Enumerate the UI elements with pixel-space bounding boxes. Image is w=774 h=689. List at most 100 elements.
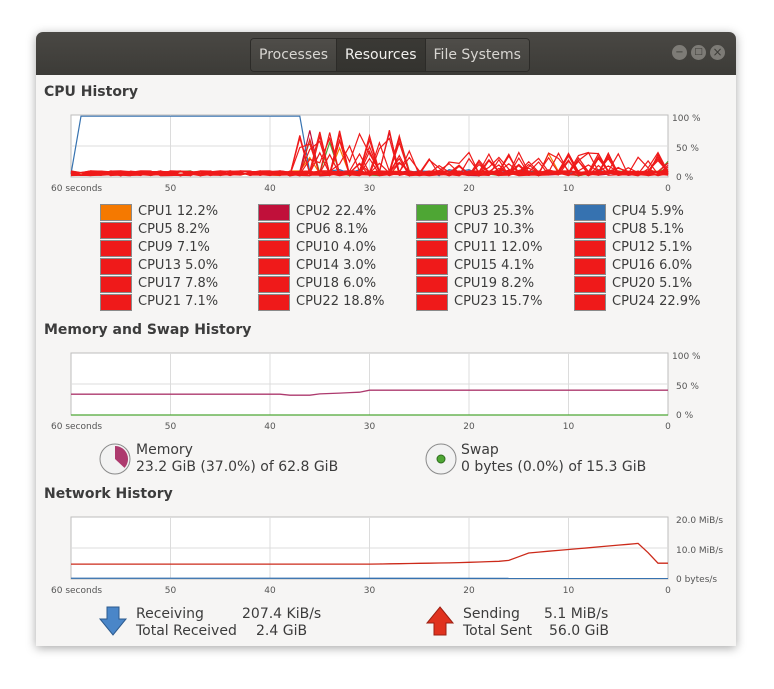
cpu-legend-label: CPU7 10.3% [454,222,535,237]
cpu-x-tick-10: 10 [563,184,575,194]
cpu-legend-label: CPU23 15.7% [454,294,543,309]
cpu-legend-label: CPU15 4.1% [454,258,535,273]
cpu-legend-label: CPU3 25.3% [454,204,535,219]
cpu-color-swatch[interactable] [100,258,132,275]
cpu-history-title: CPU History [44,84,138,100]
cpu-legend-label: CPU14 3.0% [296,258,377,273]
memory-y-tick-50: 50 % [676,382,699,392]
cpu-color-swatch[interactable] [574,204,606,221]
cpu-color-swatch[interactable] [100,276,132,293]
memory-pie-icon [99,443,131,475]
sending-rate-line [71,542,668,565]
cpu-color-swatch[interactable] [258,258,290,275]
cpu-color-swatch[interactable] [574,222,606,239]
cpu-legend-label: CPU6 8.1% [296,222,368,237]
cpu-color-swatch[interactable] [574,258,606,275]
cpu-x-tick-60: 60 seconds [51,184,102,194]
cpu-color-swatch[interactable] [100,204,132,221]
cpu-color-swatch[interactable] [258,240,290,257]
cpu-legend-label: CPU12 5.1% [612,240,693,255]
cpu-color-swatch[interactable] [100,222,132,239]
network-history-title: Network History [44,486,173,502]
memory-history-graph: 100 % 50 % 0 % 60 seconds 50 40 30 20 10 0 [51,352,701,432]
receiving-label: Receiving [136,606,204,622]
tab-processes[interactable]: Processes [251,39,338,71]
cpu-color-swatch[interactable] [258,294,290,311]
cpu-legend-label: CPU17 7.8% [138,276,219,291]
cpu-legend-label: CPU16 6.0% [612,258,693,273]
close-icon[interactable]: × [710,45,725,60]
receiving-arrow-icon [98,606,128,636]
cpu-legend-label: CPU21 7.1% [138,294,219,309]
cpu-legend-label: CPU8 5.1% [612,222,684,237]
cpu-color-swatch[interactable] [416,258,448,275]
network-x-tick-60: 60 seconds [51,586,102,596]
network-x-tick-10: 10 [563,586,575,596]
memory-x-tick-10: 10 [563,422,575,432]
view-tabs: Processes Resources File Systems [250,38,530,72]
sending-value: 5.1 MiB/s [544,606,609,622]
cpu-legend-label: CPU10 4.0% [296,240,377,255]
memory-x-tick-0: 0 [665,422,671,432]
network-x-tick-40: 40 [264,586,276,596]
cpu-legend-label: CPU11 12.0% [454,240,543,255]
memory-pie-slice [115,446,128,468]
total-sent-label: Total Sent [463,623,533,639]
cpu-history-graph: 100 % 50 % 0 % 60 seconds 50 40 30 20 10 0 [51,114,701,194]
tab-resources[interactable]: Resources [337,39,426,71]
total-sent-value: 56.0 GiB [549,623,609,639]
cpu-color-swatch[interactable] [574,294,606,311]
swap-pie-dot [436,454,446,464]
cpu-x-tick-30: 30 [364,184,376,194]
cpu-color-swatch[interactable] [416,222,448,239]
cpu-color-swatch[interactable] [574,276,606,293]
network-y-tick-top: 20.0 MiB/s [676,516,723,526]
cpu-x-tick-0: 0 [665,184,671,194]
cpu-legend-label: CPU19 8.2% [454,276,535,291]
memory-x-tick-20: 20 [463,422,475,432]
cpu-legend-label: CPU9 7.1% [138,240,210,255]
cpu-legend-label: CPU18 6.0% [296,276,377,291]
cpu-color-swatch[interactable] [258,222,290,239]
memory-label: Memory [136,442,193,458]
minimize-icon[interactable]: − [672,45,687,60]
memory-y-tick-0: 0 % [676,411,694,421]
cpu-color-swatch[interactable] [100,240,132,257]
cpu-color-swatch[interactable] [100,294,132,311]
cpu-y-tick-50: 50 % [676,144,699,154]
network-x-tick-50: 50 [165,586,177,596]
total-received-label: Total Received [136,623,237,639]
memory-x-tick-50: 50 [165,422,177,432]
cpu-color-swatch[interactable] [258,204,290,221]
memory-value: 23.2 GiB (37.0%) of 62.8 GiB [136,459,339,475]
network-y-tick-middle: 10.0 MiB/s [676,546,723,556]
network-x-tick-0: 0 [665,586,671,596]
cpu-color-swatch[interactable] [416,294,448,311]
sending-arrow-icon [425,606,455,636]
cpu-legend-label: CPU5 8.2% [138,222,210,237]
cpu-legend-label: CPU22 18.8% [296,294,385,309]
title-bar: Processes Resources File Systems − □ × [36,32,736,75]
maximize-icon[interactable]: □ [691,45,706,60]
cpu-color-swatch[interactable] [416,240,448,257]
swap-label: Swap [461,442,499,458]
cpu-x-tick-40: 40 [264,184,276,194]
network-x-tick-20: 20 [463,586,475,596]
memory-history-title: Memory and Swap History [44,322,252,338]
cpu-color-swatch[interactable] [574,240,606,257]
cpu-legend-label: CPU13 5.0% [138,258,219,273]
cpu-history-line [70,130,669,177]
swap-pie-icon [425,443,457,475]
cpu-color-swatch[interactable] [416,276,448,293]
cpu-color-swatch[interactable] [416,204,448,221]
memory-x-tick-60: 60 seconds [51,422,102,432]
memory-x-tick-30: 30 [364,422,376,432]
network-x-tick-30: 30 [364,586,376,596]
cpu-history-line [70,149,669,177]
network-history-graph: 20.0 MiB/s 10.0 MiB/s 0 bytes/s 60 secon… [51,516,723,596]
cpu-legend-label: CPU4 5.9% [612,204,684,219]
memory-x-tick-40: 40 [264,422,276,432]
tab-file-systems[interactable]: File Systems [425,39,529,71]
cpu-legend-label: CPU24 22.9% [612,294,701,309]
cpu-color-swatch[interactable] [258,276,290,293]
